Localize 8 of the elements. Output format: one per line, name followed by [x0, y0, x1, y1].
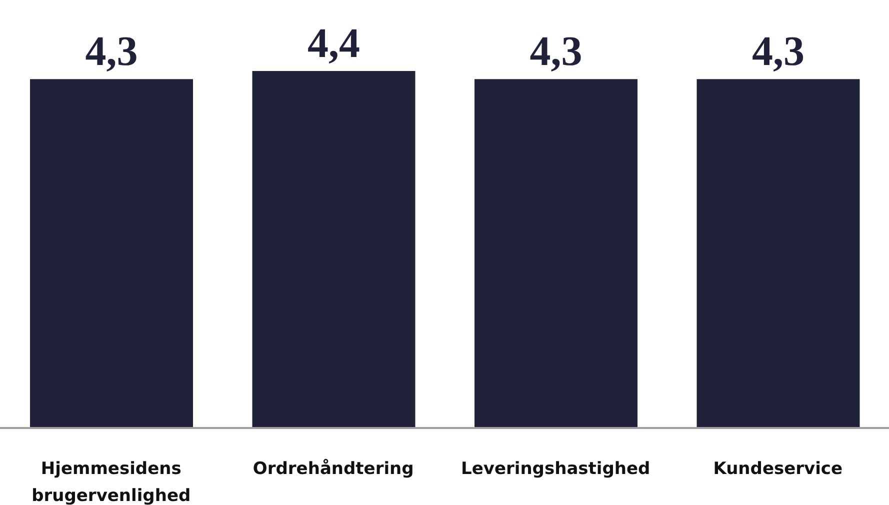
data-label: 4,3 — [85, 29, 138, 76]
x-tick-label: Ordrehåndtering — [252, 458, 414, 479]
x-tick-label: Kundeservice — [713, 459, 843, 479]
x-tick-label: Leveringshastighed — [461, 459, 650, 479]
x-tick-label: Hjemmesidens brugervenlighed — [32, 459, 191, 505]
data-label: 4,4 — [308, 21, 360, 67]
data-label: 4,3 — [530, 29, 582, 76]
data-label: 4,3 — [752, 29, 804, 76]
